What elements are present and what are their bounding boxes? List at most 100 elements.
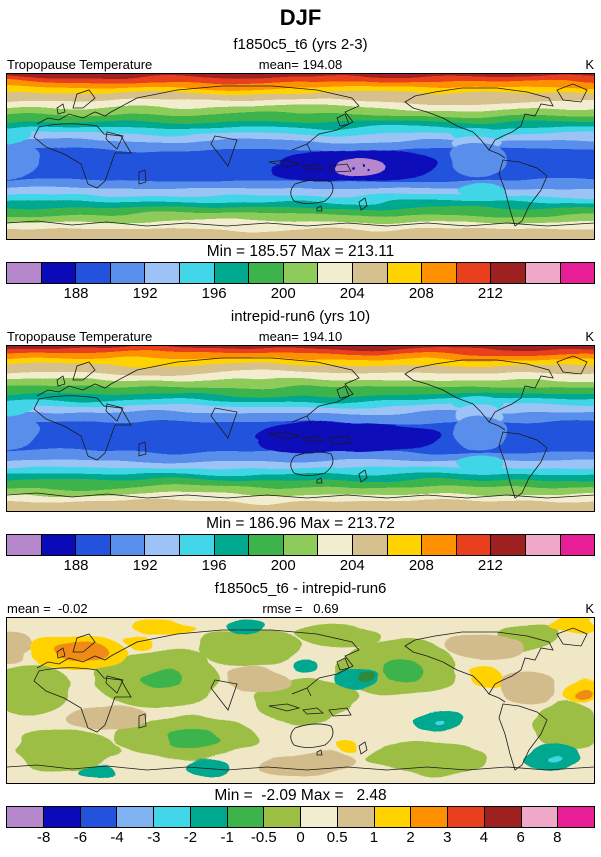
colorbar-segment [560,535,595,555]
colorbar-tick-label: -8 [37,829,51,846]
panel-subtitle: f1850c5_t6 - intrepid-run6 [214,580,387,597]
colorbar-tick-label: 4 [479,829,489,846]
colorbar-tick-label: 188 [63,557,89,574]
colorbar-tick-label: 204 [339,285,365,302]
colorbar-segment [525,535,561,555]
colorbar-tick-label: -1 [220,829,234,846]
units-label: K [585,329,594,344]
colorbar-segment [190,807,228,827]
units-label: K [585,57,594,72]
map-frame [6,617,595,784]
colorbar-segment [76,263,111,283]
colorbar-segment [145,263,180,283]
colorbar-segment [491,535,526,555]
colorbar-tick-label: -6 [73,829,88,846]
colorbar-tick-label: 212 [477,557,503,574]
colorbar-segment [521,807,559,827]
colorbar-tick-label: 2 [406,829,415,846]
colorbar [6,534,595,556]
min-max-label: Min = 186.96 Max = 213.72 [206,515,395,532]
colorbar-segment [117,807,154,827]
colorbar-segment [448,807,485,827]
colorbar-tick-label: 200 [270,285,296,302]
colorbar-segment [422,263,457,283]
difference-field [7,618,594,778]
colorbar-tick-label: 0.5 [326,829,348,846]
colorbar-segment [456,535,492,555]
map-panel-1 [7,74,594,239]
colorbar-segment [491,263,526,283]
colorbar-segment [41,535,77,555]
colorbar-segment [110,535,146,555]
colorbar-tick-label: 208 [408,285,434,302]
colorbar-tick-label: 188 [63,285,89,302]
colorbar-segment [179,263,215,283]
panel-1: f1850c5_t6 (yrs 2-3) Tropopause Temperat… [0,36,601,303]
colorbar-segment [7,263,42,283]
temperature-field [7,74,594,239]
colorbar-segment [249,263,284,283]
mean-label: mean= 194.10 [258,329,343,344]
variable-label: Tropopause Temperature [7,329,153,344]
colorbar-segment [301,807,338,827]
colorbar-segment [374,807,412,827]
map-frame [6,345,595,512]
colorbar-tick-label: 6 [516,829,525,846]
colorbar-tick-label: 196 [201,557,227,574]
colorbar-tick-label: -2 [183,829,198,846]
colorbar-segment [387,263,423,283]
colorbar-segment [387,535,423,555]
rmse-label: rmse = 0.69 [262,601,339,616]
colorbar-segment [80,807,118,827]
colorbar-tick-label: -4 [110,829,124,846]
mean-label: mean = -0.02 [7,601,88,616]
panel-subtitle: f1850c5_t6 (yrs 2-3) [233,36,368,53]
colorbar-tick-label: 192 [132,285,158,302]
colorbar-tick-label: 8 [553,829,562,846]
panel-header: Tropopause Temperature mean= 194.10 K [7,328,594,344]
colorbar-segment [558,807,594,827]
colorbar-ticks: -8 -6 -4 -3 -2 -1 -0.5 0 0.5 1 2 3 4 6 8 [7,828,594,847]
colorbar-segment [76,535,111,555]
colorbar-tick-label: 204 [339,557,365,574]
temperature-field [7,346,594,511]
panel-header: Tropopause Temperature mean= 194.08 K [7,56,594,72]
colorbar-segment [422,535,457,555]
colorbar-segment [283,535,319,555]
colorbar [6,806,595,828]
colorbar-tick-label: 200 [270,557,296,574]
colorbar-tick-label: 208 [408,557,434,574]
colorbar-segment [352,263,388,283]
colorbar-segment [456,263,492,283]
map-panel-3 [7,618,594,783]
colorbar-segment [43,807,81,827]
panel-header: mean = -0.02 rmse = 0.69 K [7,600,594,616]
colorbar-segment [145,535,180,555]
colorbar-segment [227,807,265,827]
colorbar-segment [283,263,319,283]
colorbar-tick-label: 3 [443,829,452,846]
colorbar-segment [179,535,215,555]
colorbar-segment [154,807,191,827]
colorbar-segment [7,535,42,555]
colorbar-segment [249,535,284,555]
colorbar-segment [214,535,250,555]
colorbar-segment [352,535,388,555]
colorbar [6,262,595,284]
colorbar-segment [337,807,375,827]
colorbar-segment [41,263,77,283]
colorbar-segment [318,263,353,283]
colorbar-segment [318,535,353,555]
map-panel-2 [7,346,594,511]
min-max-label: Min = 185.57 Max = 213.11 [206,243,395,260]
colorbar-segment [264,807,301,827]
colorbar-ticks: 188 192 196 200 204 208 212 [7,556,594,575]
colorbar-segment [110,263,146,283]
figure-title: DJF [279,5,322,30]
colorbar-tick-label: 196 [201,285,227,302]
colorbar-tick-label: 212 [477,285,503,302]
colorbar-segment [411,807,448,827]
panel-2: intrepid-run6 (yrs 10) Tropopause Temper… [0,308,601,575]
colorbar-segment [525,263,561,283]
units-label: K [585,601,594,616]
